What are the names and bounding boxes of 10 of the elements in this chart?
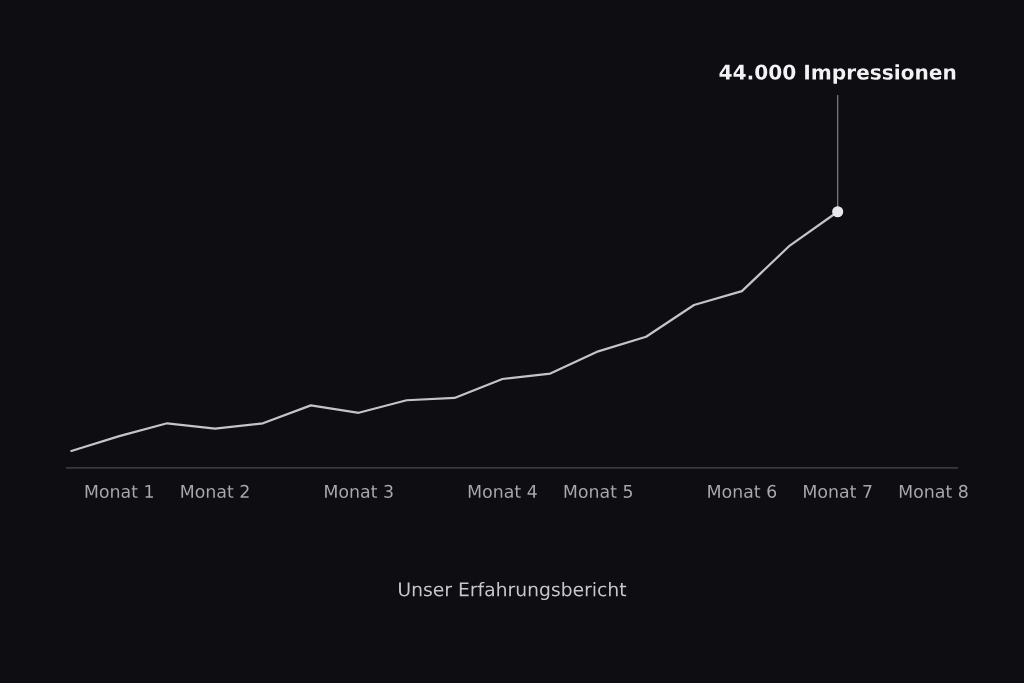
x-tick-label: Monat 2	[181, 484, 249, 498]
x-axis-title: Unser Erfahrungsbericht	[399, 581, 627, 601]
x-tick-label: Monat 7	[804, 485, 872, 498]
x-tick-label: Monat 3	[325, 484, 393, 498]
x-tick-label: Monat 1	[85, 485, 153, 498]
x-tick-label: Monat 6	[708, 484, 777, 498]
x-tick-label: Monat 8	[899, 484, 968, 498]
annotation: 44.000 Impressionen	[719, 64, 956, 84]
x-tick-label: Monat 4	[468, 485, 537, 498]
x-tick-label: Monat 5	[564, 485, 633, 498]
